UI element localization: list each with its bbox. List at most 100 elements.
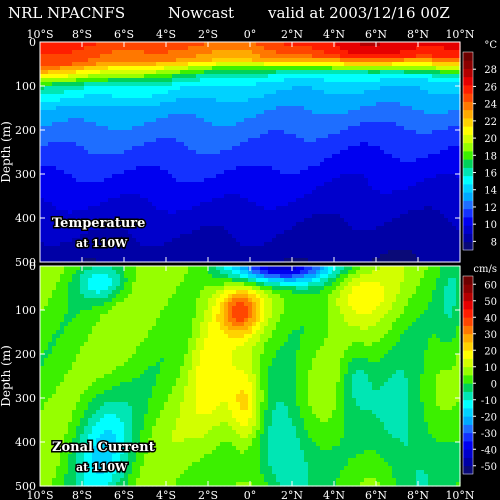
heatmap-cell — [384, 258, 389, 263]
heatmap-cell — [192, 90, 197, 95]
heatmap-cell — [100, 158, 105, 163]
heatmap-cell — [148, 46, 153, 51]
heatmap-cell — [40, 54, 45, 59]
heatmap-cell — [372, 126, 377, 131]
heatmap-cell — [316, 150, 321, 155]
heatmap-cell — [172, 230, 177, 235]
heatmap-cell — [184, 82, 189, 87]
heatmap-cell — [156, 62, 161, 67]
heatmap-cell — [380, 130, 385, 135]
heatmap-cell — [388, 246, 393, 251]
heatmap-cell — [48, 198, 53, 203]
heatmap-cell — [52, 242, 57, 247]
heatmap-cell — [152, 122, 157, 127]
heatmap-cell — [300, 254, 305, 259]
heatmap-cell — [272, 146, 277, 151]
heatmap-cell — [240, 198, 245, 203]
heatmap-cell — [136, 194, 141, 199]
heatmap-cell — [300, 54, 305, 59]
heatmap-cell — [52, 214, 57, 219]
heatmap-cell — [296, 198, 301, 203]
heatmap-cell — [188, 134, 193, 139]
heatmap-cell — [164, 194, 169, 199]
heatmap-cell — [380, 42, 385, 47]
heatmap-cell — [84, 258, 89, 263]
heatmap-cell — [144, 234, 149, 239]
heatmap-cell — [208, 242, 213, 247]
heatmap-cell — [120, 174, 125, 179]
heatmap-cell — [384, 166, 389, 171]
heatmap-cell — [400, 142, 405, 147]
heatmap-cell — [372, 98, 377, 103]
heatmap-cell — [104, 118, 109, 123]
heatmap-cell — [76, 194, 81, 199]
heatmap-cell — [172, 138, 177, 143]
heatmap-cell — [216, 190, 221, 195]
heatmap-cell — [316, 214, 321, 219]
heatmap-cell — [352, 242, 357, 247]
heatmap-cell — [80, 190, 85, 195]
heatmap-cell — [312, 198, 317, 203]
heatmap-cell — [132, 138, 137, 143]
heatmap-cell — [320, 46, 325, 51]
heatmap-cell — [296, 66, 301, 71]
heatmap-cell — [384, 62, 389, 67]
heatmap-cell — [100, 110, 105, 115]
heatmap-cell — [192, 70, 197, 75]
heatmap-cell — [268, 178, 273, 183]
heatmap-cell — [208, 174, 213, 179]
heatmap-cell — [172, 98, 177, 103]
heatmap-cell — [284, 214, 289, 219]
heatmap-cell — [72, 254, 77, 259]
heatmap-cell — [156, 190, 161, 195]
heatmap-cell — [280, 206, 285, 211]
heatmap-cell — [72, 238, 77, 243]
heatmap-cell — [236, 222, 241, 227]
heatmap-cell — [60, 134, 65, 139]
heatmap-cell — [48, 70, 53, 75]
heatmap-cell — [304, 246, 309, 251]
heatmap-cell — [88, 218, 93, 223]
heatmap-cell — [400, 78, 405, 83]
heatmap-cell — [152, 170, 157, 175]
heatmap-cell — [384, 78, 389, 83]
heatmap-cell — [300, 158, 305, 163]
heatmap-cell — [80, 122, 85, 127]
heatmap-cell — [156, 58, 161, 63]
heatmap-cell — [324, 182, 329, 187]
heatmap-cell — [72, 230, 77, 235]
heatmap-cell — [196, 62, 201, 67]
heatmap-cell — [84, 218, 89, 223]
heatmap-cell — [192, 98, 197, 103]
heatmap-cell — [140, 250, 145, 255]
heatmap-cell — [380, 70, 385, 75]
heatmap-cell — [124, 54, 129, 59]
heatmap-cell — [120, 102, 125, 107]
heatmap-cell — [64, 150, 69, 155]
heatmap-cell — [196, 218, 201, 223]
heatmap-cell — [196, 186, 201, 191]
heatmap-cell — [308, 82, 313, 87]
heatmap-cell — [276, 258, 281, 263]
heatmap-cell — [232, 66, 237, 71]
heatmap-cell — [352, 86, 357, 91]
heatmap-cell — [76, 98, 81, 103]
heatmap-cell — [124, 258, 129, 263]
heatmap-cell — [156, 138, 161, 143]
heatmap-cell — [212, 254, 217, 259]
heatmap-cell — [144, 250, 149, 255]
heatmap-cell — [228, 54, 233, 59]
heatmap-cell — [256, 182, 261, 187]
heatmap-cell — [388, 86, 393, 91]
heatmap-cell — [224, 238, 229, 243]
heatmap-cell — [88, 150, 93, 155]
heatmap-cell — [124, 206, 129, 211]
heatmap-cell — [172, 150, 177, 155]
heatmap-cell — [224, 206, 229, 211]
heatmap-cell — [380, 214, 385, 219]
heatmap-cell — [268, 154, 273, 159]
heatmap-cell — [256, 214, 261, 219]
heatmap-cell — [120, 134, 125, 139]
heatmap-cell — [272, 54, 277, 59]
heatmap-cell — [120, 230, 125, 235]
